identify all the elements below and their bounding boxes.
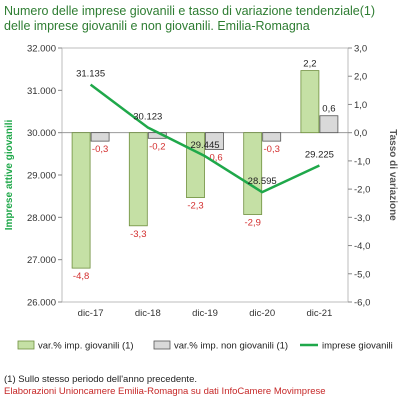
x-axis-tick-label: dic-18 [135,308,161,319]
left-axis-tick-label: 30.000 [27,128,56,139]
line-imprese-giovanili [89,83,320,194]
bar-young-dic-21 [300,70,320,134]
left-axis-title: Imprese attive giovanili [4,119,15,230]
right-axis-tick-label: -3,0 [354,213,370,224]
source-note: Elaborazioni Unioncamere Emilia-Romagna … [4,386,326,397]
bar-nonyoung-dic-20 [262,132,282,142]
line-point-label: 30.123 [133,111,162,122]
x-axis-tick-label: dic-20 [249,308,275,319]
right-axis-tick-label: 0,0 [354,128,367,139]
bar-young-label: -2,9 [245,218,261,229]
bar-nonyoung-label: -0,3 [92,144,108,155]
bar-nonyoung-label: -0,3 [264,144,280,155]
x-axis-tick-label: dic-17 [78,308,104,319]
left-axis-tick-label: 27.000 [27,255,56,266]
bar-nonyoung-dic-17 [90,132,110,142]
chart-title-line-2: delle imprese giovanili e non giovanili.… [4,19,310,33]
bar-nonyoung-label: -0,2 [149,141,165,152]
bar-young-label: -2,3 [187,201,203,212]
right-axis-tick-label: 1,0 [354,100,367,111]
legend-label-young: var.% imp. giovanili (1) [38,341,134,352]
bar-young-dic-17 [71,132,91,269]
bar-young-label: -3,3 [130,229,146,240]
right-axis-title: Tasso di variazione [387,129,398,221]
chart-title: Numero delle imprese giovanili e tasso d… [4,4,396,34]
line-point-label: 29.225 [305,149,334,160]
left-axis-tick-label: 31.000 [27,86,56,97]
bar-young-label: 2,2 [303,59,316,70]
left-axis-tick-label: 28.000 [27,213,56,224]
legend-swatch-young [17,340,35,350]
right-axis-tick-label: 2,0 [354,72,367,83]
left-axis-tick-label: 26.000 [27,298,56,309]
right-axis-tick-label: -1,0 [354,156,370,167]
x-axis-tick-label: dic-19 [192,308,218,319]
legend-label-line: imprese giovanili [322,341,393,352]
chart-title-line-1: Numero delle imprese giovanili e tasso d… [4,4,376,18]
x-axis-tick-label: dic-21 [306,308,332,319]
right-axis-tick-label: -5,0 [354,269,370,280]
bar-nonyoung-label: -0,6 [206,153,222,164]
right-axis-tick-label: -2,0 [354,185,370,196]
right-axis-tick-label: -6,0 [354,298,370,309]
bar-nonyoung-label: 0,6 [322,104,335,115]
bar-young-dic-20 [243,132,263,215]
legend-swatch-nonyoung [153,340,171,350]
left-axis-tick-label: 29.000 [27,171,56,182]
line-point-label: 31.135 [76,69,105,80]
legend-label-nonyoung: var.% imp. non giovanili (1) [174,341,288,352]
bar-young-label: -4,8 [73,271,89,282]
line-point-label: 29.445 [190,140,219,151]
bar-nonyoung-dic-21 [319,115,339,134]
footnote: (1) Sullo stesso periodo dell'anno prece… [4,374,197,385]
bar-young-dic-18 [128,132,148,227]
bar-nonyoung-dic-19 [205,132,224,151]
right-axis-tick-label: -4,0 [354,241,370,252]
left-axis-tick-label: 32.000 [27,44,56,55]
line-point-label: 28.595 [248,176,277,187]
right-axis-tick-label: 3,0 [354,44,367,55]
